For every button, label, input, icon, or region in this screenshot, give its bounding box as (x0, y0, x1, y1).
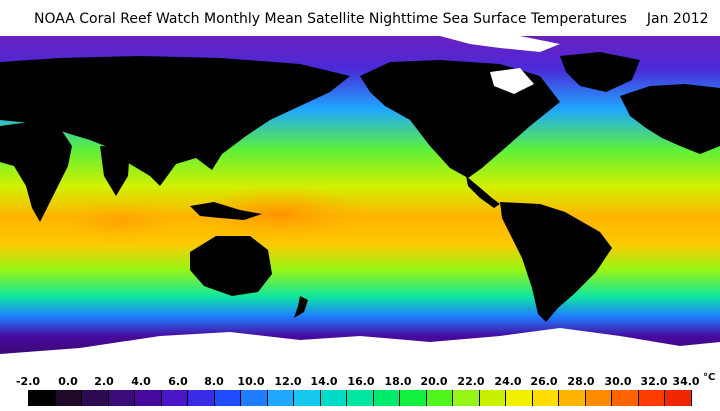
colorbar-swatch (267, 390, 295, 406)
colorbar (28, 390, 692, 406)
colorbar-swatch (320, 390, 348, 406)
colorbar-swatch (479, 390, 507, 406)
colorbar-swatch (241, 390, 268, 406)
colorbar-swatch (373, 390, 401, 406)
colorbar-swatch (665, 390, 692, 406)
central-america-land (466, 176, 500, 208)
map-date: Jan 2012 (646, 11, 709, 27)
colorbar-swatch (426, 390, 454, 406)
western-pacific-warm-pool (190, 186, 370, 242)
colorbar-swatch (347, 390, 374, 406)
colorbar-unit: °C (703, 372, 716, 383)
colorbar-swatch (453, 390, 480, 406)
asia-land (0, 56, 350, 186)
japan-land (232, 112, 246, 146)
sea-ice (0, 36, 720, 370)
colorbar-tick: 10.0 (237, 375, 265, 388)
greenland-land (560, 52, 640, 92)
colorbar-tick: 28.0 (567, 375, 595, 388)
colorbar-swatch (188, 390, 215, 406)
colorbar-swatch (294, 390, 321, 406)
colorbar-tick: -2.0 (15, 375, 41, 388)
colorbar-tick: 18.0 (384, 375, 412, 388)
colorbar-tick-labels: -2.0 0.0 2.0 4.0 6.0 8.0 10.0 12.0 14.0 … (0, 372, 720, 389)
colorbar-swatch (585, 390, 613, 406)
colorbar-tick: 8.0 (204, 375, 224, 388)
colorbar-tick: 12.0 (274, 375, 302, 388)
colorbar-tick: 24.0 (494, 375, 522, 388)
colorbar-swatch (135, 390, 162, 406)
colorbar-swatch (161, 390, 189, 406)
colorbar-swatch (108, 390, 136, 406)
colorbar-tick: 26.0 (530, 375, 558, 388)
colorbar-swatch (28, 390, 56, 406)
colorbar-tick: 16.0 (347, 375, 375, 388)
arctic-ice (440, 36, 560, 52)
colorbar-swatch (82, 390, 109, 406)
colorbar-tick: 14.0 (310, 375, 338, 388)
colorbar-swatch (612, 390, 639, 406)
colorbar-swatch (638, 390, 666, 406)
australia-land (190, 236, 272, 296)
colorbar-tick: 30.0 (604, 375, 632, 388)
colorbar-swatch (559, 390, 586, 406)
map-title: NOAA Coral Reef Watch Monthly Mean Satel… (0, 0, 720, 36)
colorbar-swatch (532, 390, 560, 406)
colorbar-tick: 22.0 (457, 375, 485, 388)
new-zealand-land (294, 296, 308, 318)
colorbar-tick: 6.0 (168, 375, 188, 388)
indian-ocean-warm-area (60, 200, 180, 244)
hudson-bay-ice (490, 68, 534, 94)
colorbar-tick: 34.0 (672, 375, 700, 388)
indian-subcontinent-land (100, 146, 130, 196)
colorbar-swatch (506, 390, 533, 406)
sst-world-map (0, 36, 720, 370)
antarctic-ice (0, 328, 720, 370)
colorbar-tick: 4.0 (131, 375, 151, 388)
colorbar-swatch (214, 390, 242, 406)
map-title-text: NOAA Coral Reef Watch Monthly Mean Satel… (34, 11, 627, 27)
southeast-asia-islands (190, 202, 262, 220)
colorbar-tick: 2.0 (94, 375, 114, 388)
colorbar-tick: 0.0 (58, 375, 78, 388)
colorbar-swatch (400, 390, 427, 406)
colorbar-tick: 20.0 (420, 375, 448, 388)
europe-land (620, 84, 720, 154)
africa-land (0, 122, 72, 222)
colorbar-swatch (55, 390, 83, 406)
colorbar-tick: 32.0 (640, 375, 668, 388)
south-america-land (500, 202, 612, 322)
